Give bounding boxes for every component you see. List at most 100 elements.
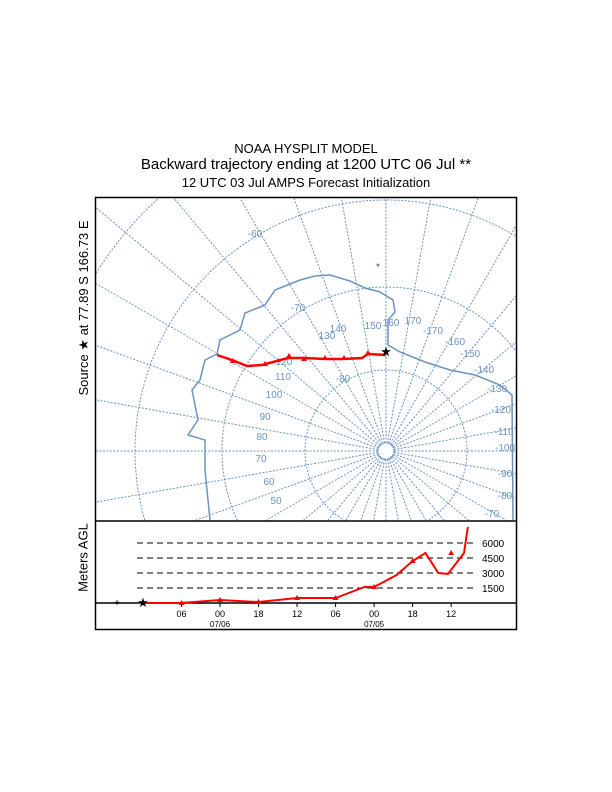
meridian-line: [193, 453, 379, 522]
plus-marker: +: [114, 598, 120, 609]
y-tick-label: 6000: [482, 539, 505, 550]
trajectory-marker: [301, 356, 307, 361]
height-marker: [409, 558, 416, 563]
y-tick-label: 4500: [482, 554, 505, 565]
meridian-line: [393, 427, 517, 451]
map-grid-label: 140: [330, 324, 347, 335]
height-marker: [448, 550, 455, 555]
trajectory-marker: [286, 353, 292, 358]
plot-frame: [94, 196, 518, 631]
meridian-line: [393, 403, 517, 449]
meridian-line: [95, 207, 381, 447]
map-grid-label: 100: [266, 390, 283, 401]
date-label: 07/05: [364, 620, 385, 629]
meridian-line: [95, 344, 379, 449]
height-marker: [371, 584, 378, 589]
trajectory-marker: [341, 355, 347, 360]
trajectory-marker: [230, 358, 236, 363]
meridian-line: [95, 451, 379, 503]
trajectory-marker: [262, 361, 268, 366]
coastline: [186, 274, 514, 521]
meridian-line: [386, 458, 399, 522]
meridian-line: [95, 399, 379, 451]
meridian-line: [326, 456, 382, 522]
meridian-line: [373, 458, 386, 522]
meridian-line: [293, 197, 384, 444]
meridian-line: [302, 455, 381, 522]
trajectory-line: [216, 352, 387, 368]
meridian-line: [345, 457, 383, 522]
meridian-line: [392, 375, 517, 448]
map-grid-label: 160: [383, 318, 400, 329]
meridian-line: [340, 197, 386, 444]
meridian-line: [393, 451, 517, 475]
meridian-line: [386, 197, 432, 444]
map-grid-label: 60: [263, 477, 275, 488]
meridian-line: [390, 456, 446, 522]
meridian-line: [392, 454, 508, 522]
x-tick-label: 12: [446, 609, 456, 619]
y-tick-label: 1500: [482, 584, 505, 595]
map-grid-label: -170: [423, 326, 443, 337]
meridian-line: [95, 283, 380, 448]
meridian-line: [388, 458, 412, 522]
latitude-circle: [221, 286, 516, 521]
x-tick-label: 06: [331, 609, 341, 619]
map-grid-label: 130: [319, 331, 336, 342]
map-grid-label: -70: [291, 303, 306, 314]
map-grid-label: -80: [498, 491, 513, 502]
height-series-line: [143, 526, 469, 604]
meridian-line: [390, 295, 517, 446]
map-grid-label: 110: [275, 372, 291, 383]
meridian-line: [391, 341, 517, 447]
chart-title: NOAA HYSPLIT MODEL: [234, 141, 378, 156]
map-grid-label: -140: [474, 365, 494, 376]
meridian-line: [360, 458, 384, 522]
date-label: 07/06: [210, 620, 231, 629]
map-grid-label: 50: [270, 496, 282, 507]
map-grid-label: -100: [495, 443, 515, 454]
chart-subtitle: Backward trajectory ending at 1200 UTC 0…: [140, 156, 472, 173]
meridian-line: [391, 455, 470, 522]
height-marker: [217, 597, 224, 602]
height-panel: 6000 4500 3000 1500 06 00 18 12 06 00 18 12 07/06 07/…: [96, 526, 516, 629]
map-grid-label: -110: [494, 427, 514, 438]
meridian-line: [264, 454, 380, 522]
map-grid-label: -80: [336, 374, 351, 385]
chart-subtitle-2: 12 UTC 03 Jul AMPS Forecast Initializati…: [181, 175, 431, 190]
map-grid-label: -90: [498, 469, 513, 480]
map-grid-label: 170: [405, 316, 422, 327]
map-grid-label: -130: [487, 384, 507, 395]
map-grid-label: -150: [460, 349, 480, 360]
height-marker: [332, 595, 339, 600]
height-marker: [178, 600, 185, 605]
y-tick-label: 3000: [482, 569, 505, 580]
map-grid-label: -120: [491, 405, 511, 416]
x-tick-label: 12: [292, 609, 302, 619]
meridian-line: [389, 225, 517, 445]
map-grid-label: 150: [365, 321, 382, 332]
x-tick-label: 18: [408, 609, 418, 619]
x-tick-label: 06: [177, 609, 187, 619]
map-grid-label: 120: [276, 357, 293, 368]
map-grid-label: -60: [248, 229, 263, 240]
meridian-line: [388, 197, 479, 444]
map-grid-label: -160: [445, 337, 465, 348]
x-tick-label: 00: [369, 609, 379, 619]
x-tick-label: 00: [215, 609, 225, 619]
trajectory-marker: [322, 355, 328, 360]
meridian-line: [393, 453, 517, 499]
height-marker: [255, 599, 262, 604]
latitude-circle: [304, 369, 468, 522]
map-grid-label: 90: [259, 412, 271, 423]
meridian-line: [239, 197, 383, 445]
latitude-circle: [95, 197, 159, 274]
map-grid-label: 70: [255, 454, 267, 465]
source-star-icon: ★: [380, 344, 392, 359]
map-grid-label: 80: [256, 432, 268, 443]
height-marker: [294, 595, 301, 600]
latitude-circle: [377, 442, 395, 460]
